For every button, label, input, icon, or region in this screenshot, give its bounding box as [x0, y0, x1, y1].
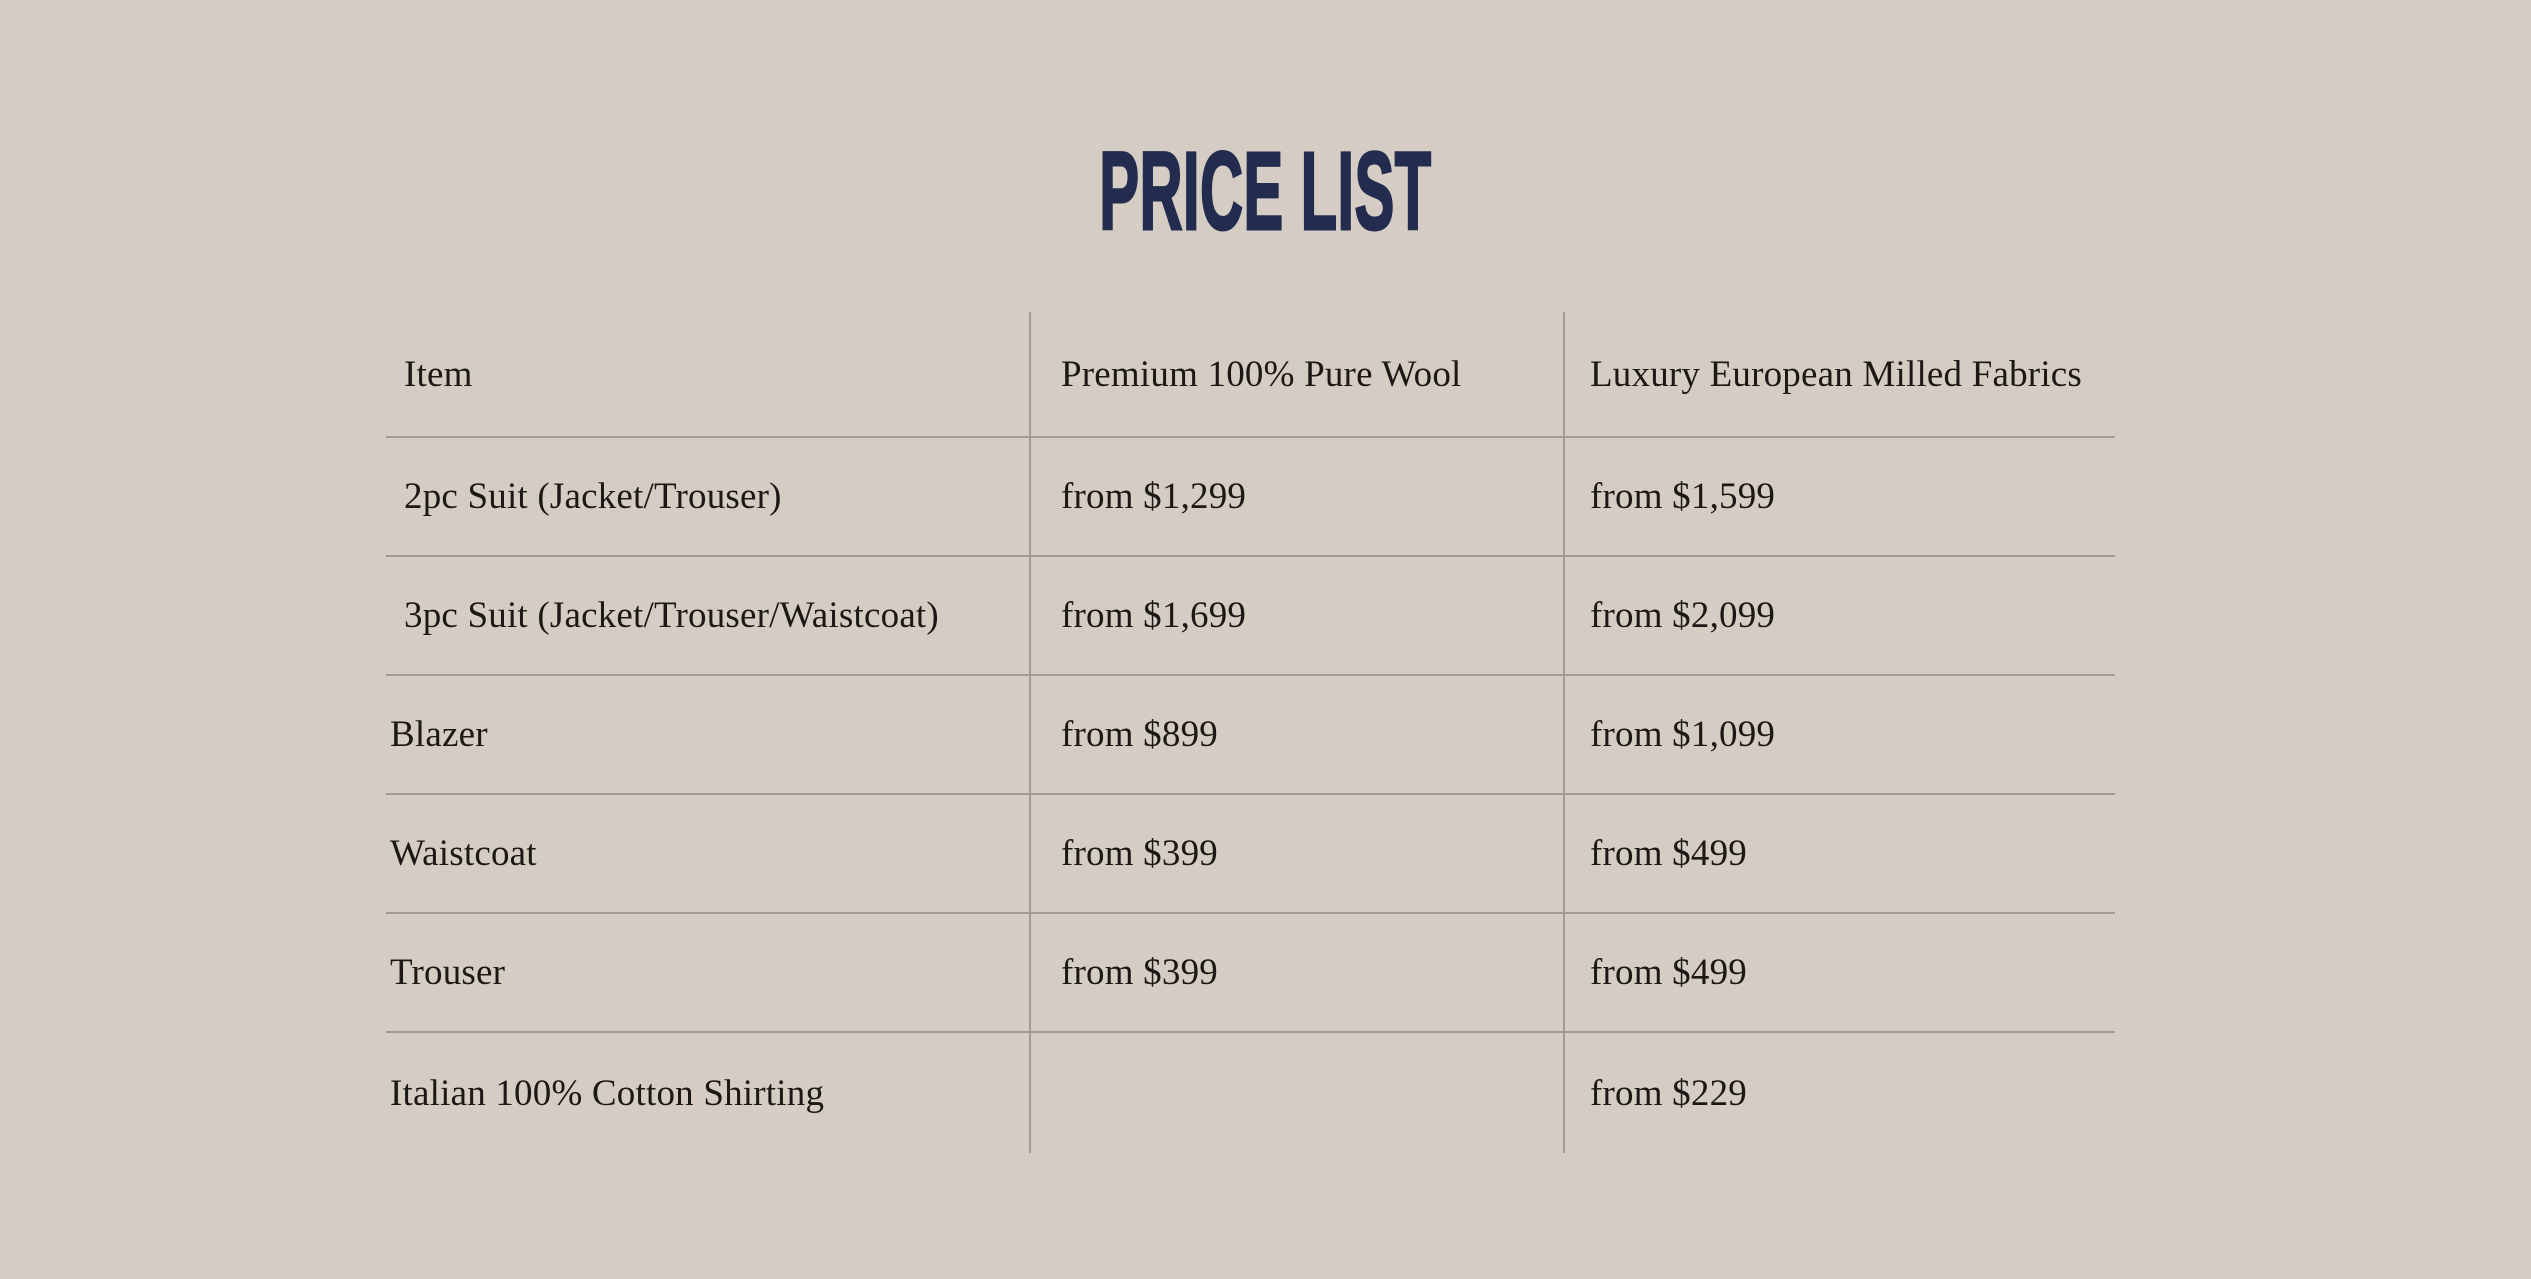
column-header-luxury-fabrics: Luxury European Milled Fabrics	[1563, 312, 2115, 438]
price-value: from $899	[1029, 676, 1563, 795]
item-label: Waistcoat	[386, 795, 1029, 914]
price-value: from $1,299	[1029, 438, 1563, 557]
price-table: Item Premium 100% Pure Wool Luxury Europ…	[386, 312, 2115, 1153]
item-label: Italian 100% Cotton Shirting	[390, 1072, 825, 1114]
item-label: Trouser	[386, 914, 1029, 1033]
price-value: from $2,099	[1563, 557, 2115, 676]
price-value: from $399	[1029, 914, 1563, 1033]
price-value: from $1,599	[1563, 438, 2115, 557]
column-header-item: Item	[386, 312, 1029, 438]
price-value: from $399	[1029, 795, 1563, 914]
item-label: 2pc Suit (Jacket/Trouser)	[386, 438, 1029, 557]
price-value-empty	[1029, 1033, 1563, 1153]
column-header-premium-wool: Premium 100% Pure Wool	[1029, 312, 1563, 438]
item-label: 3pc Suit (Jacket/Trouser/Waistcoat)	[386, 557, 1029, 676]
page-title: PRICE LIST	[1099, 130, 1432, 253]
price-value: from $499	[1563, 914, 2115, 1033]
price-value: from $229	[1563, 1033, 2115, 1153]
item-label: Blazer	[386, 676, 1029, 795]
price-value: from $499	[1563, 795, 2115, 914]
price-value: from $1,699	[1029, 557, 1563, 676]
price-value: from $1,099	[1563, 676, 2115, 795]
